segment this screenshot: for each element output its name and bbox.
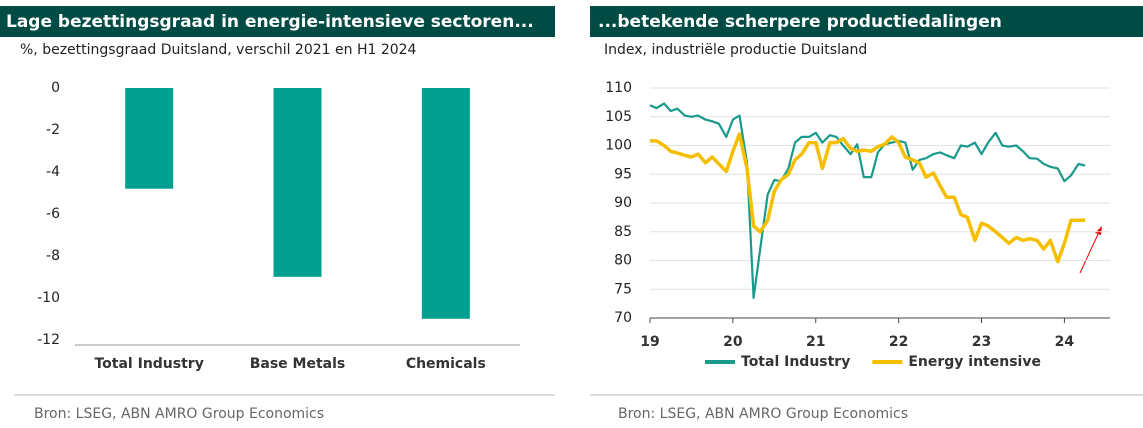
y-tick-label: 95 [614,166,632,182]
y-tick-label: -2 [46,122,60,138]
y-tick-label: -12 [37,332,60,348]
x-tick-label: Total Industry [94,356,203,372]
y-tick-label: -10 [37,290,60,306]
chart-subtitle: Index, industriële productie Duitsland [604,42,867,58]
x-tick-label: 23 [972,334,991,350]
y-tick-label: 105 [605,109,632,125]
y-tick-label: 90 [614,195,632,211]
series-line [649,102,1086,299]
x-tick-label: 22 [889,334,908,350]
arrow-head [1095,226,1102,235]
chart-title: ...betekende scherpere productiedalingen [598,12,1002,32]
x-tick-label: 21 [806,334,825,350]
series-line [650,132,1086,264]
bar [125,88,174,189]
y-tick-label: -8 [46,248,60,264]
y-tick-label: 110 [605,80,632,96]
legend-label: Total Industry [741,354,850,370]
y-tick-label: 70 [614,310,632,326]
x-tick-label: 20 [723,334,743,350]
y-tick-label: 85 [614,224,632,240]
title-bar [590,6,1143,37]
y-tick-label: 80 [614,253,632,269]
x-tick-label: Base Metals [250,356,346,372]
x-tick-label: 19 [640,334,659,350]
source: Bron: LSEG, ABN AMRO Group Economics [34,406,324,422]
legend-label: Energy intensive [908,354,1041,370]
chart-title: Lage bezettingsgraad in energie-intensie… [6,12,534,32]
title-bar [0,6,555,37]
source: Bron: LSEG, ABN AMRO Group Economics [618,406,908,422]
bar [421,88,470,319]
y-tick-label: -6 [46,206,60,222]
arrow [1079,229,1101,274]
x-tick-label: Chemicals [406,356,486,372]
x-tick-label: 24 [1055,334,1075,350]
y-tick-label: 75 [614,281,632,297]
chart-subtitle: %, bezettingsgraad Duitsland, verschil 2… [20,42,417,58]
y-tick-label: 0 [51,80,60,96]
bar [273,88,322,277]
y-tick-label: 100 [605,138,632,154]
y-tick-label: -4 [46,164,60,180]
